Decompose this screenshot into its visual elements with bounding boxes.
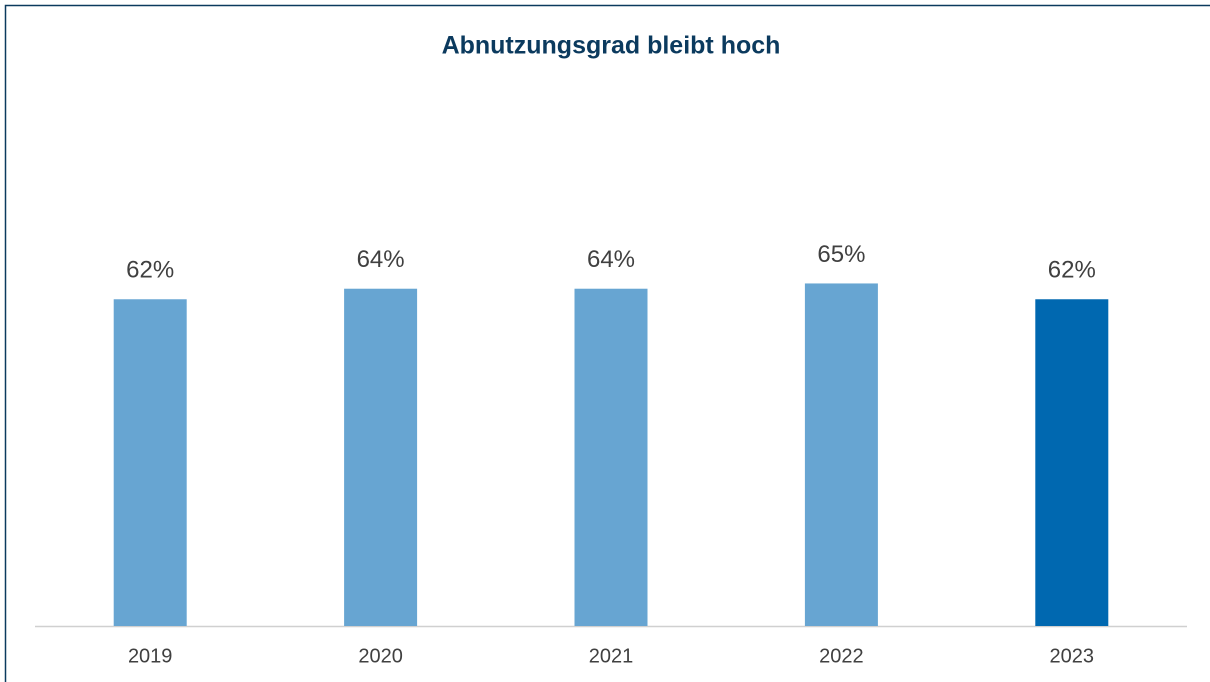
x-tick-label: 2019	[128, 645, 173, 667]
bar	[113, 299, 187, 626]
value-label: 65%	[817, 241, 865, 268]
bar	[344, 288, 418, 626]
frame	[4, 4, 1210, 682]
value-label: 64%	[357, 246, 405, 273]
value-label: 62%	[126, 257, 174, 284]
x-tick-label: 2021	[589, 645, 634, 667]
x-tick-label: 2020	[358, 645, 403, 667]
bar	[1035, 299, 1109, 626]
value-label: 64%	[587, 246, 635, 273]
x-tick-label: 2022	[819, 645, 864, 667]
value-label: 62%	[1048, 257, 1096, 284]
bar	[574, 288, 648, 626]
x-tick-label: 2023	[1050, 645, 1095, 667]
chart-title: Abnutzungsgrad bleibt hoch	[442, 32, 781, 60]
bar	[804, 283, 878, 626]
